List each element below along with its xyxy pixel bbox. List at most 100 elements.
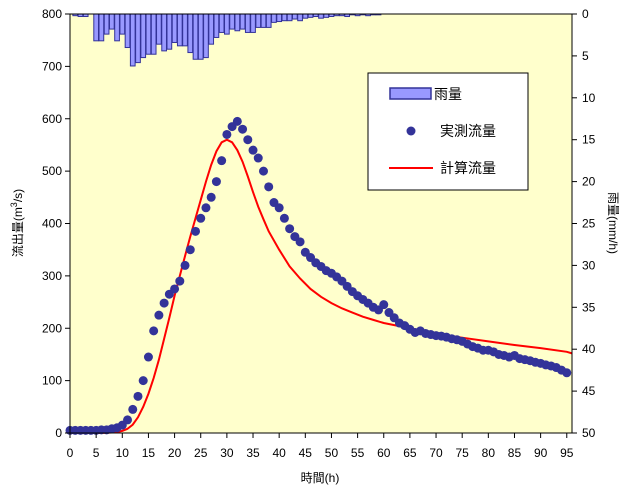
rain-bar (218, 13, 225, 33)
rain-bar (203, 13, 209, 59)
y-left-tick-label: 300 (42, 269, 62, 283)
rain-bar (307, 13, 314, 18)
observed-point (243, 135, 253, 145)
rain-bar (197, 13, 204, 60)
left-y-axis-ticks: 0 100 200 300 400 500 600 700 800 (42, 7, 70, 440)
rain-bar (145, 13, 152, 55)
x-axis-ticks: 0 5 10 15 20 25 30 35 40 45 50 55 60 65 70 75 80 85 90 95 (67, 433, 574, 460)
observed-point (222, 129, 232, 139)
x-tick-label: 30 (220, 446, 234, 460)
legend-observed-label: 実測流量 (440, 123, 496, 139)
y-right-tick-label: 25 (582, 217, 596, 231)
observed-point (175, 276, 185, 286)
rain-bar (281, 13, 288, 22)
right-y-axis-label: 雨量(mm/h) (606, 192, 620, 254)
x-tick-label: 0 (67, 446, 74, 460)
y-right-tick-label: 15 (582, 133, 596, 147)
rain-bar (93, 13, 100, 42)
x-tick-label: 45 (299, 446, 313, 460)
rain-bar (271, 13, 277, 23)
rain-bar (166, 13, 173, 50)
y-right-tick-label: 30 (582, 258, 596, 272)
y-left-tick-label: 700 (42, 59, 62, 73)
observed-point (123, 415, 133, 425)
observed-flow-points (65, 116, 572, 435)
legend-observed-marker (406, 126, 416, 136)
rain-bar (224, 13, 230, 35)
right-y-axis-ticks: 0 5 10 15 20 25 30 35 40 45 50 (572, 7, 596, 440)
rain-bar (213, 13, 220, 38)
rain-bar (119, 13, 126, 35)
rain-bar (302, 13, 309, 19)
observed-point (562, 368, 572, 378)
observed-point (128, 404, 138, 414)
legend-computed-label: 計算流量 (440, 160, 496, 176)
observed-point (295, 237, 305, 247)
y-left-tick-label: 200 (42, 321, 62, 335)
rain-bar (182, 13, 188, 47)
observed-point (274, 203, 284, 213)
observed-point (159, 298, 169, 308)
y-left-tick-label: 400 (42, 217, 62, 231)
observed-point (264, 182, 274, 192)
rain-bar (135, 13, 141, 64)
observed-point (154, 310, 164, 320)
x-tick-label: 65 (403, 446, 417, 460)
rain-bar (265, 13, 272, 28)
rain-bar (156, 13, 162, 45)
rain-bar (124, 13, 131, 49)
observed-point (285, 224, 295, 234)
observed-point (258, 166, 268, 176)
y-right-tick-label: 5 (582, 49, 589, 63)
y-right-tick-label: 0 (582, 7, 589, 21)
rain-bar (234, 13, 241, 32)
y-right-tick-label: 20 (582, 175, 596, 189)
rain-bar (176, 13, 183, 47)
rain-bar (208, 13, 215, 45)
y-left-tick-label: 800 (42, 7, 62, 21)
x-tick-label: 60 (377, 446, 391, 460)
observed-point (180, 260, 190, 270)
computed-flow-line (70, 138, 573, 434)
rain-bar (192, 13, 199, 60)
observed-point (196, 213, 206, 223)
y-right-tick-label: 40 (582, 342, 596, 356)
rain-bar (187, 13, 194, 54)
y-right-tick-label: 45 (582, 384, 596, 398)
x-tick-label: 20 (168, 446, 182, 460)
rain-bar (129, 13, 136, 67)
rain-bar (318, 13, 324, 19)
x-axis-label: 時間(h) (301, 471, 340, 485)
rain-bar (292, 13, 298, 20)
rain-bar (276, 13, 283, 23)
observed-point (279, 213, 289, 223)
legend-rain-swatch (389, 87, 432, 100)
observed-point (138, 376, 148, 386)
observed-point (149, 326, 159, 336)
observed-point (170, 284, 180, 294)
y-right-tick-label: 10 (582, 91, 596, 105)
x-tick-label: 25 (194, 446, 208, 460)
rain-bar (161, 13, 167, 52)
x-tick-label: 80 (482, 446, 496, 460)
x-tick-label: 40 (272, 446, 286, 460)
x-tick-label: 55 (351, 446, 365, 460)
observed-point (232, 116, 242, 126)
rain-bar (260, 13, 267, 28)
rain-bar (98, 13, 105, 42)
observed-point (379, 300, 389, 310)
observed-point (201, 203, 211, 213)
y-left-tick-label: 0 (55, 426, 62, 440)
rain-bar (323, 13, 330, 18)
rain-bar (150, 13, 157, 55)
rain-bar (286, 13, 293, 22)
y-right-tick-label: 35 (582, 300, 596, 314)
x-tick-label: 85 (508, 446, 522, 460)
observed-point (253, 153, 263, 163)
rain-bar (297, 13, 303, 22)
rain-bar (171, 13, 178, 43)
left-y-axis-label: 流出量(m3/s) (9, 189, 25, 257)
rain-bar (244, 13, 251, 33)
rain-bar (239, 13, 246, 30)
